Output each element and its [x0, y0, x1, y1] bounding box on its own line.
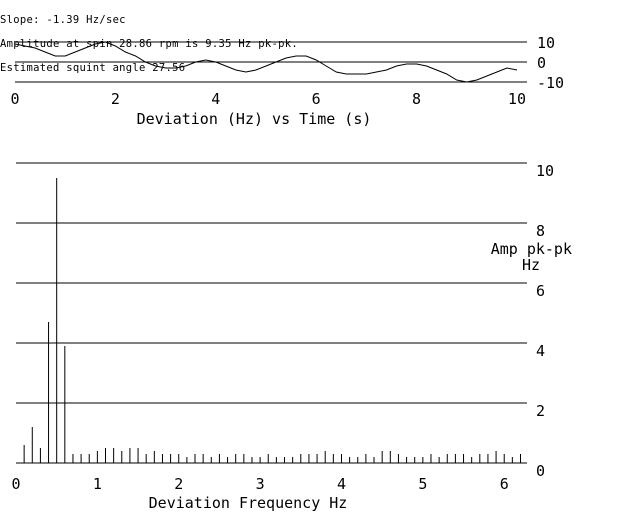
top-x-tick-label: 10	[508, 90, 526, 108]
spectrum-y-tick-label: 8	[536, 222, 545, 240]
spectrum-y-ticks: 10 8 6 4 2 0	[536, 162, 554, 480]
spectrum-x-tick-label: 2	[174, 475, 183, 493]
spectrum-bars	[23, 178, 521, 463]
top-y-tick-label: 10	[537, 34, 555, 52]
deviation-series-line	[14, 41, 518, 83]
spectrum-y-tick-label: 0	[536, 462, 545, 480]
spectrum-y-tick-label: 2	[536, 402, 545, 420]
spectrum-x-tick-label: 4	[337, 475, 346, 493]
spectrum-x-tick-label: 5	[418, 475, 427, 493]
spectrum-y-tick-label: 6	[536, 282, 545, 300]
top-chart-y-ticks: 10 0 -10	[537, 34, 564, 92]
slope-text: Slope: -1.39 Hz/sec	[0, 14, 126, 26]
top-x-tick-label: 4	[211, 90, 220, 108]
amplitude-text: Amplitude at spin 28.86 rpm is 9.35 Hz p…	[0, 38, 298, 50]
top-x-tick-label: 6	[312, 90, 321, 108]
spectrum-x-tick-label: 6	[500, 475, 509, 493]
top-chart-x-ticks: 0 2 4 6 8 10	[10, 90, 526, 108]
spectrum-x-tick-label: 1	[93, 475, 102, 493]
spectrum-y-tick-label: 10	[536, 162, 554, 180]
top-x-tick-label: 8	[412, 90, 421, 108]
spectrum-x-tick-label: 3	[256, 475, 265, 493]
spectrum-x-axis-label: Deviation Frequency Hz	[149, 494, 348, 512]
spectrum-gridlines	[16, 162, 527, 464]
top-x-tick-label: 0	[10, 90, 19, 108]
spectrum-x-tick-label: 0	[11, 475, 20, 493]
top-y-tick-label: 0	[537, 54, 546, 72]
spectrum-y-axis-label: Amp pk-pk	[491, 240, 572, 258]
spectrum-y-axis-label-unit: Hz	[522, 256, 540, 274]
spectrum-x-ticks: 0 1 2 3 4 5 6	[11, 475, 508, 493]
spectrum-y-tick-label: 4	[536, 342, 545, 360]
top-y-tick-label: -10	[537, 74, 564, 92]
top-chart-x-axis-label: Deviation (Hz) vs Time (s)	[137, 110, 372, 128]
top-chart-gridlines	[15, 41, 527, 83]
top-x-tick-label: 2	[111, 90, 120, 108]
